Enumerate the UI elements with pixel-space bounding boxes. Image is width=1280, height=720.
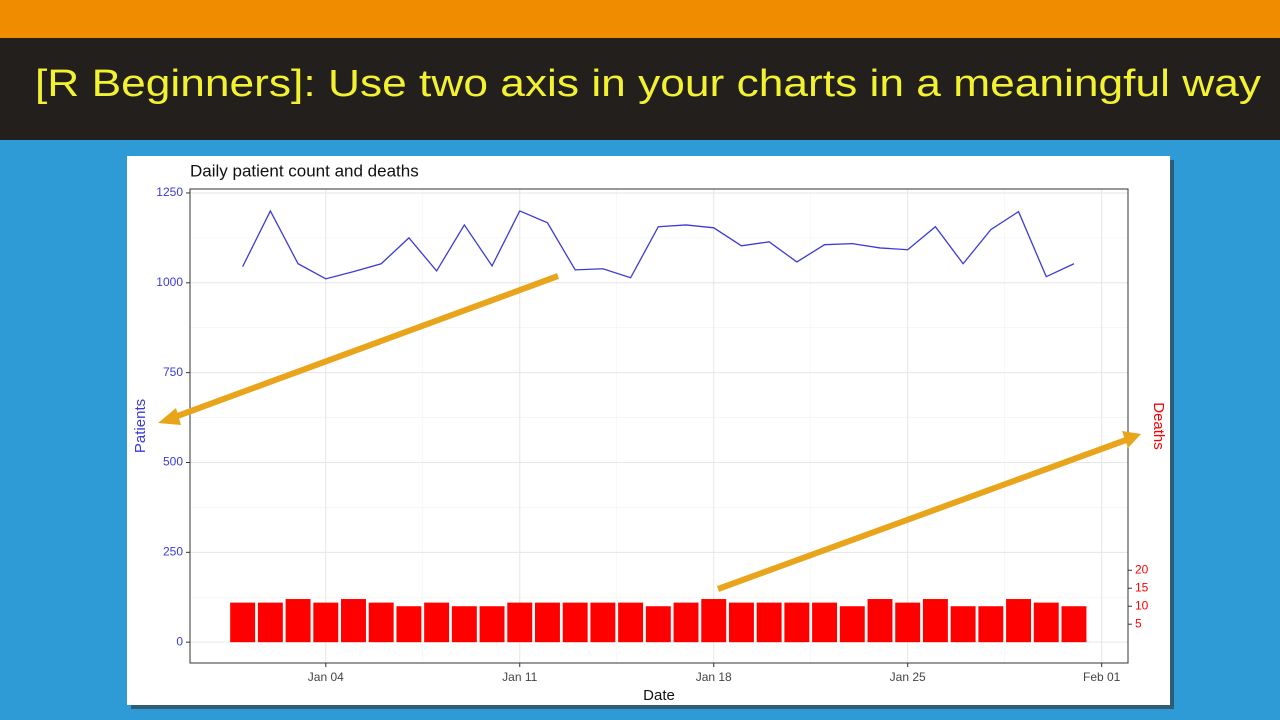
y-tick-label: 1000 xyxy=(156,275,183,289)
bar xyxy=(922,599,948,643)
bar xyxy=(978,606,1004,643)
y2-axis-title: Deaths xyxy=(1150,402,1167,450)
bar xyxy=(396,606,422,643)
bar xyxy=(534,602,560,643)
y2-tick-label: 5 xyxy=(1135,616,1142,630)
bar xyxy=(451,606,477,643)
y-tick-label: 750 xyxy=(163,365,183,379)
y2-tick-label: 15 xyxy=(1135,580,1149,594)
bar xyxy=(618,602,644,643)
bar xyxy=(562,602,588,643)
bar xyxy=(424,602,450,643)
bar xyxy=(867,599,893,643)
bar xyxy=(285,599,311,643)
bar xyxy=(1061,606,1087,643)
x-tick-label: Jan 11 xyxy=(502,670,537,684)
bar xyxy=(479,606,505,643)
y-axis-title: Patients xyxy=(132,399,149,453)
plot-border xyxy=(189,188,1129,664)
bar xyxy=(701,599,727,643)
chart-title: Daily patient count and deaths xyxy=(190,161,419,180)
x-axis-title: Date xyxy=(643,687,675,704)
bar xyxy=(895,602,921,643)
bar xyxy=(950,606,976,643)
plot: 0 250 500 750 1000 1250 Jan 04 Jan 11 Jan 18 Jan … xyxy=(156,185,1148,684)
bar xyxy=(507,602,533,643)
title-band xyxy=(0,38,1280,140)
x-tick-label: Jan 04 xyxy=(308,670,344,684)
bar xyxy=(1033,602,1059,643)
arrow-head xyxy=(158,408,181,425)
bar xyxy=(812,602,838,643)
y-tick-label: 500 xyxy=(163,455,183,469)
bar xyxy=(257,602,283,643)
bar xyxy=(784,602,810,643)
bar xyxy=(728,602,754,643)
x-tick-label: Jan 18 xyxy=(696,670,732,684)
bar xyxy=(590,602,616,643)
y-tick-label: 1250 xyxy=(156,185,183,199)
bar xyxy=(645,606,671,643)
bar xyxy=(756,602,782,643)
y-tick-label: 0 xyxy=(176,634,183,648)
y2-tick-label: 10 xyxy=(1135,598,1149,612)
x-tick-label: Jan 25 xyxy=(890,670,926,684)
bar xyxy=(230,602,256,643)
bar xyxy=(839,606,865,643)
bar xyxy=(368,602,394,643)
slide-title: [R Beginners]: Use two axis in your char… xyxy=(35,63,1261,105)
arrow-head xyxy=(1122,431,1141,448)
line xyxy=(242,209,1075,280)
bar xyxy=(673,602,699,643)
arrow-line xyxy=(170,273,560,421)
x-tick-label: Feb 01 xyxy=(1083,670,1121,684)
y-tick-label: 250 xyxy=(163,544,183,558)
annotation-arrows xyxy=(158,273,1141,592)
bar xyxy=(1006,599,1032,643)
bar xyxy=(313,602,339,643)
top-band xyxy=(0,0,1280,38)
bar xyxy=(341,599,366,643)
arrow-line xyxy=(716,437,1128,592)
y2-tick-label: 20 xyxy=(1135,562,1149,576)
